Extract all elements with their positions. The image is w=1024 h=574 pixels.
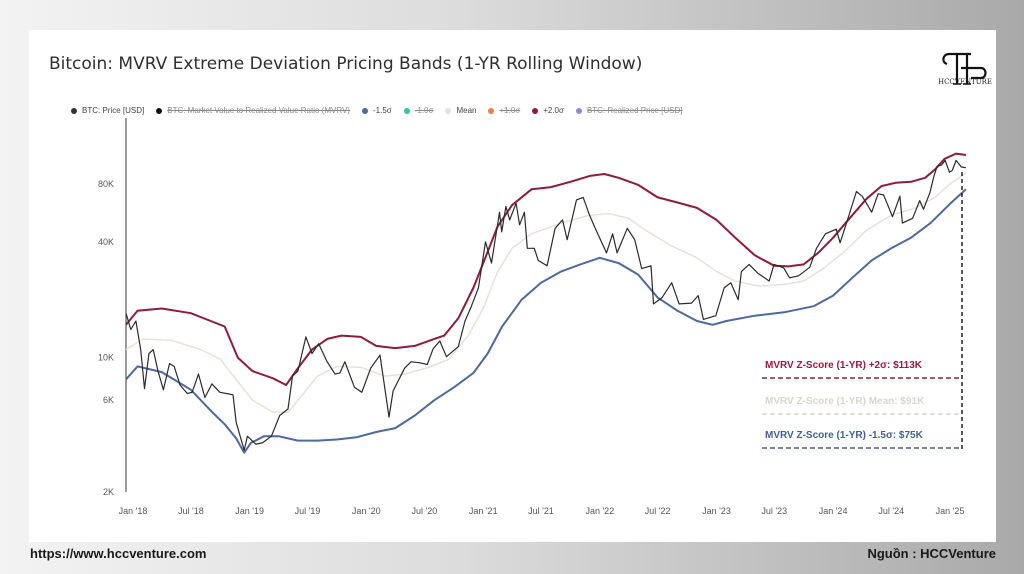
x-tick-label: Jan '21 xyxy=(469,506,498,516)
footer-source: Nguồn : HCCVenture xyxy=(867,546,996,561)
hccventure-logo-icon xyxy=(942,52,987,85)
x-tick-label: Jan '24 xyxy=(819,506,848,516)
x-tick-label: Jan '25 xyxy=(936,506,965,516)
legend-dot-icon xyxy=(445,107,452,114)
legend-item[interactable]: +2.0σ xyxy=(532,106,564,115)
x-tick-label: Jul '18 xyxy=(178,506,204,516)
series-line--2-0- xyxy=(125,152,967,386)
chart-card: Bitcoin: MVRV Extreme Deviation Pricing … xyxy=(29,30,996,542)
legend-item[interactable]: BTC: Market Value to Realized Value Rati… xyxy=(156,106,350,115)
y-tick-label: 40K xyxy=(98,237,114,247)
series-line-mean xyxy=(125,172,967,413)
chart-legend: BTC: Price [USD] BTC: Market Value to Rea… xyxy=(71,106,695,115)
legend-label: +2.0σ xyxy=(543,106,564,115)
legend-dot-icon xyxy=(532,107,539,114)
y-tick-label: 10K xyxy=(98,353,114,363)
x-tick-label: Jan '20 xyxy=(352,506,381,516)
annotation-label: MVRV Z-Score (1-YR) +2σ: $113K xyxy=(765,360,923,371)
legend-item[interactable]: -1.0σ xyxy=(403,106,434,115)
y-tick-label: 2K xyxy=(103,487,114,497)
x-tick-label: Jan '22 xyxy=(585,506,614,516)
legend-label: -1.0σ xyxy=(414,106,434,115)
x-tick-label: Jul '22 xyxy=(645,506,671,516)
x-tick-label: Jan '23 xyxy=(702,506,731,516)
legend-item[interactable]: Mean xyxy=(445,106,476,115)
annotation-label: MVRV Z-Score (1-YR) -1.5σ: $75K xyxy=(765,430,924,441)
legend-dot-icon xyxy=(361,107,368,114)
legend-dot-icon xyxy=(71,107,77,114)
x-tick-label: Jan '18 xyxy=(119,506,148,516)
legend-item[interactable]: -1.5σ xyxy=(361,106,392,115)
x-tick-label: Jul '24 xyxy=(878,506,904,516)
legend-label: -1.5σ xyxy=(372,106,392,115)
legend-label: BTC: Realized Price [USD] xyxy=(586,106,683,115)
x-tick-label: Jul '20 xyxy=(412,506,438,516)
legend-dot-icon xyxy=(575,107,582,114)
legend-item[interactable]: BTC: Realized Price [USD] xyxy=(575,106,683,115)
legend-dot-icon xyxy=(403,107,410,114)
x-tick-label: Jan '19 xyxy=(235,506,264,516)
legend-item[interactable]: BTC: Price [USD] xyxy=(71,106,144,115)
footer-url[interactable]: https://www.hccventure.com xyxy=(30,546,207,561)
annotation-label: MVRV Z-Score (1-YR) Mean: $91K xyxy=(765,396,925,407)
x-tick-label: Jul '19 xyxy=(295,506,321,516)
legend-label: Mean xyxy=(456,106,477,115)
legend-label: BTC: Price [USD] xyxy=(82,106,145,115)
legend-label: +1.0σ xyxy=(499,106,521,115)
legend-dot-icon xyxy=(488,107,495,114)
legend-item[interactable]: +1.0σ xyxy=(488,106,520,115)
x-tick-label: Jul '21 xyxy=(528,506,554,516)
series-line-btc-price-usd- xyxy=(125,159,967,451)
y-tick-label: 6K xyxy=(103,395,114,405)
x-tick-label: Jul '23 xyxy=(761,506,787,516)
legend-dot-icon xyxy=(156,107,163,114)
chart-title: Bitcoin: MVRV Extreme Deviation Pricing … xyxy=(49,54,643,74)
logo-text: HCCVENTURE xyxy=(937,78,993,86)
y-tick-label: 80K xyxy=(98,179,114,189)
legend-label: BTC: Market Value to Realized Value Rati… xyxy=(167,106,350,115)
series-line--1-5- xyxy=(125,188,967,454)
